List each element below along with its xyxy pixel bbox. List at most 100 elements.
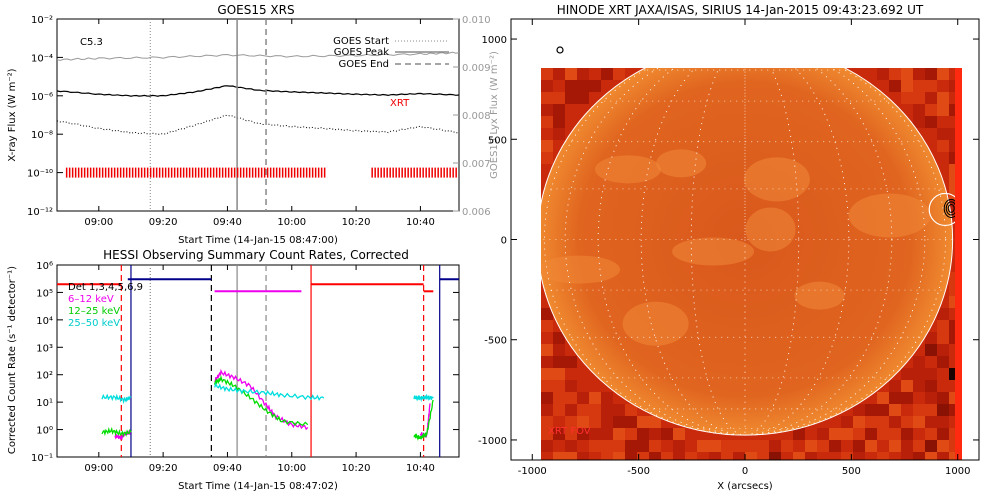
xrt-bg-pixel (541, 344, 553, 356)
xrt-bg-pixel (601, 68, 613, 80)
xrt-bg-pixel (841, 440, 853, 452)
goes-short-channel-line (56, 114, 460, 136)
xrt-bg-pixel (733, 452, 745, 460)
xrt-bg-pixel (937, 416, 949, 428)
goes-xtick-label: 10:00 (277, 217, 306, 228)
xrt-bg-pixel (613, 404, 625, 416)
xrt-bg-pixel (565, 452, 577, 460)
goes-xtick-label: 10:40 (406, 217, 435, 228)
xrt-bg-pixel (937, 116, 949, 128)
xrt-bg-pixel (553, 380, 565, 392)
xrt-bg-pixel (961, 104, 962, 116)
xrt-fov-label: XRT FOV (548, 426, 591, 437)
xrt-bg-pixel (913, 104, 925, 116)
xrt-bg-pixel (937, 380, 949, 392)
xrt-bg-pixel (661, 428, 673, 440)
xrt-bg-pixel (805, 440, 817, 452)
xrt-bg-pixel (901, 416, 913, 428)
xrt-bg-pixel (961, 92, 962, 104)
xrt-bg-pixel (937, 308, 949, 320)
hessi-axes: 09:00 09:20 09:40 10:00 10:20 10:40 10⁻¹ 10⁰ 10¹… (31, 261, 459, 474)
xrt-bg-pixel (961, 344, 962, 356)
goes-xlabel: Start Time (14-Jan-15 08:47:00) (178, 235, 338, 246)
hessi-ylabel: Corrected Count Rate (s⁻¹ detector⁻¹) (7, 266, 18, 454)
xrt-bg-pixel (709, 440, 721, 452)
xrt-bg-pixel (541, 368, 553, 380)
xrt-bg-pixel (577, 416, 589, 428)
xrt-bg-pixel (769, 440, 781, 452)
xrt-xtick-label: 0 (742, 466, 748, 477)
xrt-bg-pixel (937, 80, 949, 92)
xrt-active-region (656, 149, 707, 178)
hessi-data (57, 265, 459, 457)
xrt-bg-pixel (901, 368, 913, 380)
xrt-bg-pixel (961, 224, 962, 236)
xrt-bg-pixel (829, 440, 841, 452)
xrt-bg-pixel (889, 392, 901, 404)
xrt-bg-pixel (541, 104, 553, 116)
legend-goes-start: GOES Start (333, 36, 389, 47)
xrt-bg-pixel (913, 404, 925, 416)
xrt-bg-pixel (625, 428, 637, 440)
xrt-bg-pixel (889, 80, 901, 92)
xrt-bg-pixel (577, 452, 589, 460)
xrt-flare-contour (947, 204, 955, 213)
xrt-bg-pixel (961, 176, 962, 188)
xrt-bg-pixel (565, 416, 577, 428)
xrt-bg-pixel (913, 440, 925, 452)
xrt-bg-pixel (925, 80, 937, 92)
xrt-bg-pixel (565, 404, 577, 416)
goes-xtick-label: 09:00 (84, 217, 113, 228)
xrt-solar-limb (541, 68, 954, 436)
xrt-bg-pixel (553, 404, 565, 416)
xrt-bg-pixel (757, 452, 769, 460)
xrt-bg-pixel (649, 416, 661, 428)
goes-xtick-label: 10:20 (342, 217, 371, 228)
goes-y2tick-label: 0.010 (462, 15, 491, 26)
hessi-ytick-label: 10³ (36, 343, 53, 354)
hessi-xtick-label: 10:40 (406, 463, 435, 474)
xrt-bg-pixel (685, 428, 697, 440)
xrt-bg-pixel (961, 248, 962, 260)
xrt-bg-pixel (637, 452, 649, 460)
xrt-bg-pixel (541, 356, 553, 368)
xrt-bg-pixel (913, 92, 925, 104)
xrt-bg-pixel (889, 428, 901, 440)
xrt-bg-pixel (817, 428, 829, 440)
xrt-bg-pixel (877, 416, 889, 428)
xrt-bg-pixel (565, 392, 577, 404)
xrt-bg-pixel (589, 404, 601, 416)
xrt-bg-pixel (901, 392, 913, 404)
xrt-bg-pixel (721, 440, 733, 452)
xrt-bg-pixel (925, 404, 937, 416)
xrt-bg-pixel (961, 296, 962, 308)
xrt-bg-pixel (541, 308, 553, 320)
hessi-series-line (213, 382, 325, 402)
hessi-ytick-label: 10¹ (36, 398, 53, 409)
xrt-bg-pixel (673, 452, 685, 460)
xrt-bg-pixel (841, 452, 853, 460)
hessi-series-line (101, 393, 132, 405)
xrt-bg-pixel (793, 452, 805, 460)
hessi-xlabel: Start Time (14-Jan-15 08:47:02) (178, 481, 338, 492)
xrt-bg-pixel (613, 68, 625, 80)
xrt-bg-pixel (745, 452, 757, 460)
xrt-bg-pixel (925, 344, 937, 356)
xrt-bg-pixel (541, 80, 553, 92)
xrt-bg-pixel (901, 428, 913, 440)
xrt-bg-pixel (853, 428, 865, 440)
xrt-bg-pixel (925, 356, 937, 368)
xrt-bg-pixel (925, 440, 937, 452)
xrt-bg-pixel (937, 320, 949, 332)
xrt-bg-pixel (961, 116, 962, 128)
xrt-bg-pixel (925, 368, 937, 380)
xrt-bg-pixel (889, 380, 901, 392)
xrt-panel: HINODE XRT JAXA/ISAS, SIRIUS 14-Jan-2015… (478, 3, 980, 492)
goes-title: GOES15 XRS (217, 3, 294, 17)
goes-y2tick-label: 0.008 (462, 111, 491, 122)
xrt-bg-pixel (541, 128, 553, 140)
xrt-active-region (595, 155, 661, 184)
xrt-bg-pixel (541, 320, 553, 332)
xrt-bg-pixel (589, 80, 601, 92)
xrt-bg-pixel (541, 68, 553, 80)
